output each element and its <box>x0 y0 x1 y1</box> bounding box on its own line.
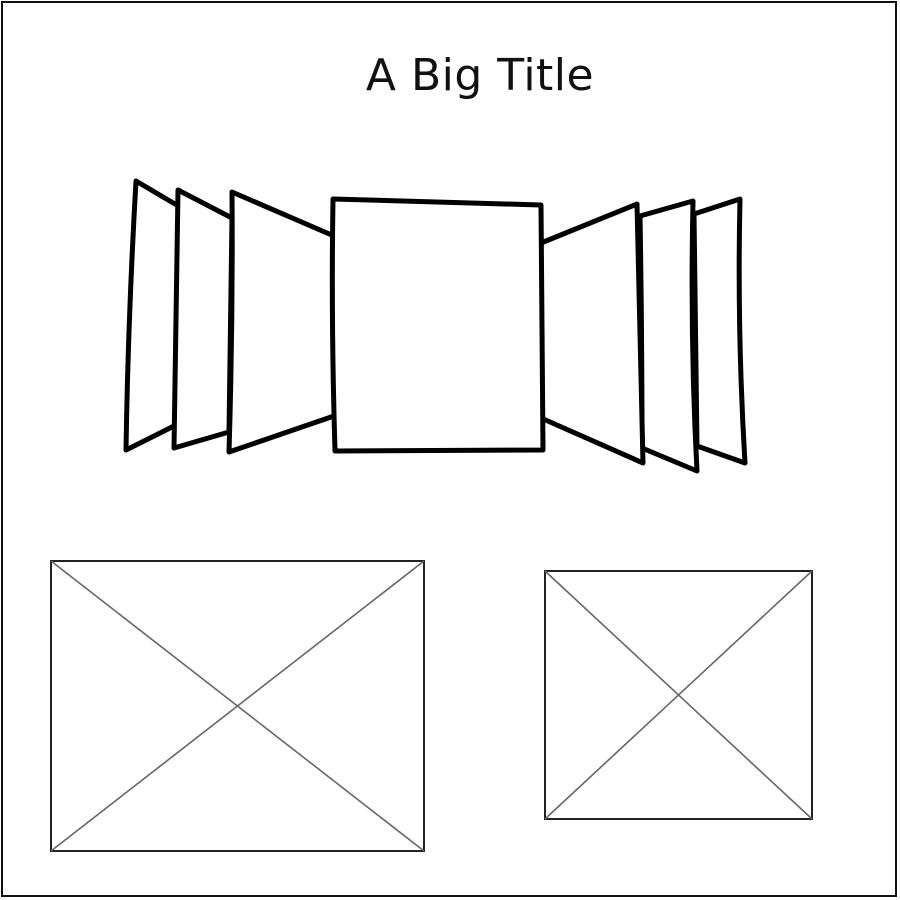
carousel-slide-left-2[interactable] <box>171 187 235 451</box>
image-placeholder-small <box>544 570 813 820</box>
carousel-slide-right-1[interactable] <box>538 201 646 466</box>
image-placeholder-large <box>50 560 425 852</box>
carousel-slide-active[interactable] <box>329 196 546 454</box>
carousel-slide-right-2[interactable] <box>637 198 700 474</box>
carousel-slide-left-3[interactable] <box>123 178 183 453</box>
carousel-slide-left-1[interactable] <box>226 189 337 455</box>
carousel-slide-right-3[interactable] <box>691 196 748 466</box>
page-title: A Big Title <box>365 50 595 101</box>
